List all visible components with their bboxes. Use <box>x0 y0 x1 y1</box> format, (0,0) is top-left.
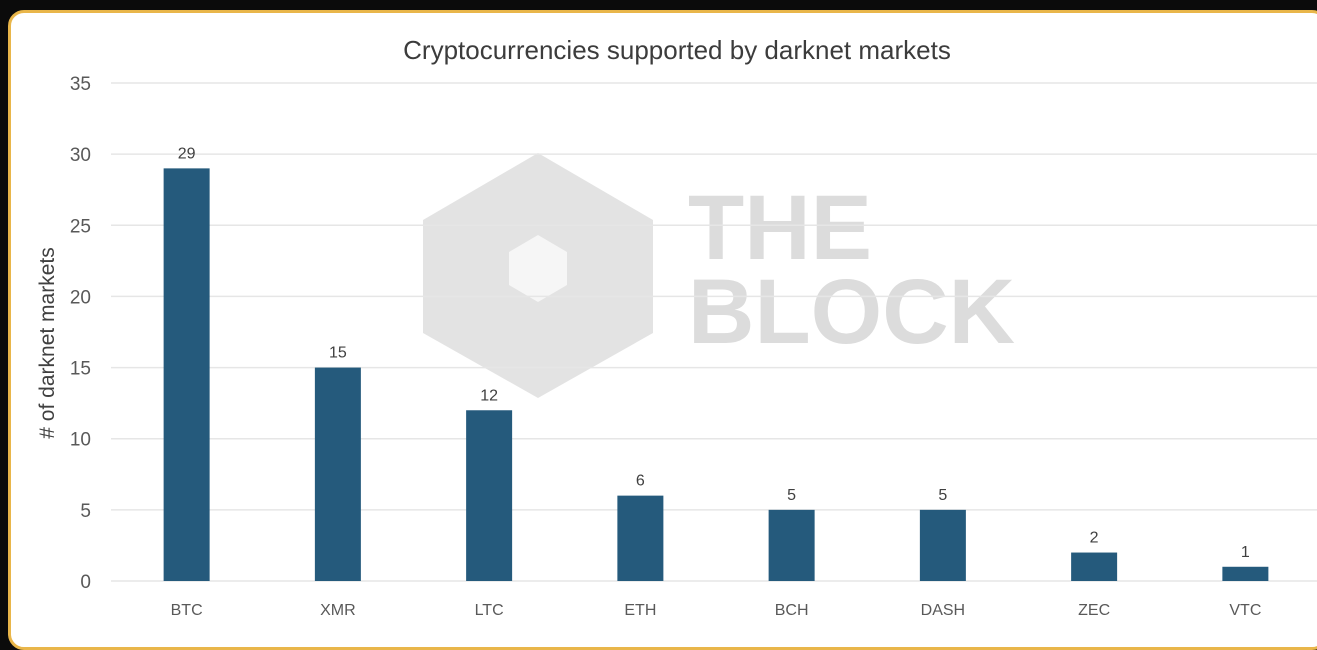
data-label-xmr: 15 <box>329 345 347 362</box>
y-tick-label-30: 30 <box>70 145 91 166</box>
chart-frame: THE BLOCK 0 5 10 15 20 25 30 35 29 15 12 6 5 5 2 1 BTC… <box>8 10 1317 650</box>
x-tick-label-zec: ZEC <box>1078 602 1110 619</box>
y-tick-label-20: 20 <box>70 287 91 308</box>
data-label-btc: 29 <box>178 145 196 162</box>
y-tick-label-35: 35 <box>70 74 91 95</box>
watermark-inner-hexagon <box>509 235 567 302</box>
x-tick-label-xmr: XMR <box>320 602 356 619</box>
x-tick-label-bch: BCH <box>775 602 809 619</box>
x-tick-label-ltc: LTC <box>475 602 504 619</box>
y-tick-label-15: 15 <box>70 359 91 380</box>
bar-chart: THE BLOCK 0 5 10 15 20 25 30 35 29 15 12 6 5 5 2 1 BTC… <box>36 35 1317 619</box>
x-tick-label-btc: BTC <box>171 602 203 619</box>
bar-btc <box>163 168 210 581</box>
y-axis-ticks: 0 5 10 15 20 25 30 35 <box>70 74 91 593</box>
x-tick-label-dash: DASH <box>921 602 965 619</box>
bar-dash <box>919 509 966 581</box>
y-axis-title: # of darknet markets <box>36 247 59 438</box>
bar-bch <box>768 509 815 581</box>
watermark-line2: BLOCK <box>688 261 1015 363</box>
bar-xmr <box>314 367 361 581</box>
x-tick-label-vtc: VTC <box>1229 602 1261 619</box>
data-labels: 29 15 12 6 5 5 2 1 <box>178 145 1250 560</box>
y-tick-label-0: 0 <box>80 572 91 593</box>
y-tick-label-10: 10 <box>70 430 91 451</box>
bar-vtc <box>1222 566 1269 581</box>
data-label-dash: 5 <box>938 487 947 504</box>
watermark-line1: THE <box>688 177 872 279</box>
data-label-bch: 5 <box>787 487 796 504</box>
bar-eth <box>617 495 664 581</box>
data-label-eth: 6 <box>636 473 645 490</box>
bars <box>163 168 1269 581</box>
data-label-vtc: 1 <box>1241 544 1250 561</box>
x-tick-label-eth: ETH <box>624 602 656 619</box>
watermark-logo: THE BLOCK <box>423 153 1015 398</box>
bar-ltc <box>466 410 513 581</box>
data-label-ltc: 12 <box>480 387 498 404</box>
x-axis-categories: BTC XMR LTC ETH BCH DASH ZEC VTC <box>171 602 1262 619</box>
gridlines <box>111 82 1317 582</box>
y-tick-label-25: 25 <box>70 216 91 237</box>
data-label-zec: 2 <box>1090 530 1099 547</box>
chart-title: Cryptocurrencies supported by darknet ma… <box>403 35 951 65</box>
bar-zec <box>1071 552 1118 581</box>
y-tick-label-5: 5 <box>80 501 91 522</box>
